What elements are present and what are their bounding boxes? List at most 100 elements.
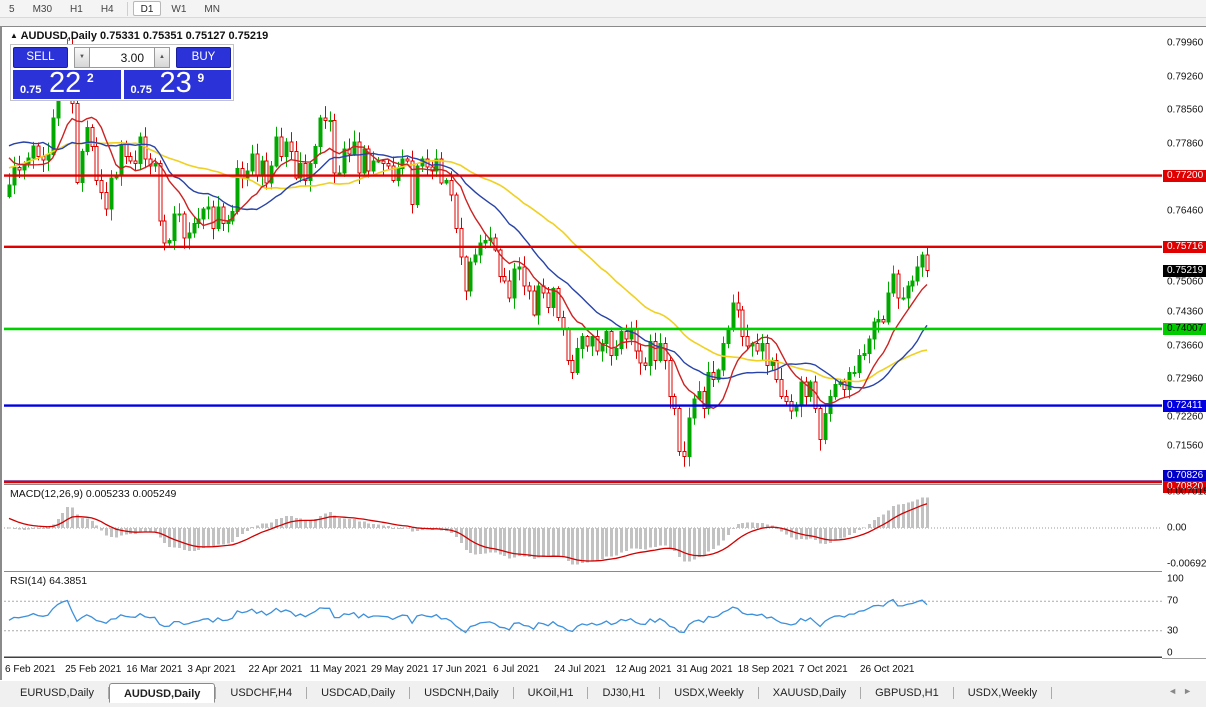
macd-axis-label: 0.00 xyxy=(1167,522,1187,534)
sell-price-display[interactable]: 0.75 22 2 xyxy=(13,67,121,99)
chart-tab-dj30-h1[interactable]: DJ30,H1 xyxy=(602,687,646,699)
price-axis-label: 0.78560 xyxy=(1167,104,1204,116)
price-axis-label: 0.72960 xyxy=(1167,373,1204,385)
rsi-axis-label: 30 xyxy=(1167,625,1179,637)
price-axis-label: 0.75060 xyxy=(1167,276,1204,288)
price-chart-canvas[interactable] xyxy=(2,27,1206,681)
collapse-arrow-icon[interactable]: ▲ xyxy=(10,31,18,40)
tab-separator xyxy=(409,687,411,699)
date-axis-label: 17 Jun 2021 xyxy=(431,664,488,675)
tab-separator xyxy=(587,687,589,699)
date-axis: 6 Feb 2021 25 Feb 2021 16 Mar 2021 3 Apr 20… xyxy=(2,658,1162,681)
date-axis-label: 6 Jul 2021 xyxy=(493,664,540,675)
tab-separator xyxy=(659,687,661,699)
timeframe-button-h1[interactable]: H1 xyxy=(70,4,83,15)
sell-button[interactable]: SELL xyxy=(13,47,68,68)
timeframe-button-w1[interactable]: W1 xyxy=(171,4,187,15)
sell-price-pips: 22 xyxy=(49,67,82,99)
date-axis-label: 25 Feb 2021 xyxy=(65,664,122,675)
date-axis-label: 7 Oct 2021 xyxy=(798,664,848,675)
chart-tab-usdcad-daily[interactable]: USDCAD,Daily xyxy=(321,687,396,699)
chart-title: ▲ AUDUSD,Daily 0.75331 0.75351 0.75127 0… xyxy=(10,30,268,42)
chart-tab-usdchf-h4[interactable]: USDCHF,H4 xyxy=(230,687,293,699)
price-axis-label: 0.71560 xyxy=(1167,440,1204,452)
rsi-axis-label: 0 xyxy=(1167,647,1173,659)
date-axis-label: 16 Mar 2021 xyxy=(126,664,183,675)
chart-symbol-label: AUDUSD,Daily xyxy=(20,30,97,42)
chart-tab-usdcnh-daily[interactable]: USDCNH,Daily xyxy=(424,687,499,699)
price-axis-label: 0.73660 xyxy=(1167,340,1204,352)
tab-scroll-right-icon[interactable]: ► xyxy=(1183,686,1198,696)
price-level-tag: 0.72411 xyxy=(1163,399,1206,412)
date-axis-label: 3 Apr 2021 xyxy=(187,664,236,675)
price-axis-label: 0.77860 xyxy=(1167,138,1204,150)
timeframe-button-5[interactable]: 5 xyxy=(9,4,15,15)
tab-separator xyxy=(952,687,954,699)
tab-separator xyxy=(860,687,862,699)
price-level-tag: 0.70820 xyxy=(1163,481,1206,494)
date-axis-label: 11 May 2021 xyxy=(309,664,367,675)
timeframe-button-h4[interactable]: H4 xyxy=(100,4,114,15)
buy-button[interactable]: BUY xyxy=(176,47,231,68)
macd-axis-label: -0.00692 xyxy=(1167,558,1206,570)
rsi-axis-label: 70 xyxy=(1167,595,1179,607)
chart-tab-xauusd-daily[interactable]: XAUUSD,Daily xyxy=(772,687,847,699)
chart-tabs: EURUSD,Daily AUDUSD,Daily USDCHF,H4 USDCAD,… xyxy=(6,683,1053,703)
tab-separator xyxy=(512,687,514,699)
buy-price-pips: 23 xyxy=(159,67,192,99)
price-level-tag: 0.75219 xyxy=(1163,264,1206,277)
sell-price-point: 2 xyxy=(87,71,94,85)
chart-tab-gbpusd-h1[interactable]: GBPUSD,H1 xyxy=(875,687,939,699)
volume-increase-button[interactable]: ▲ xyxy=(154,47,170,68)
spin-up-icon: ▲ xyxy=(159,54,165,60)
tab-scroll-left-icon[interactable]: ◄ xyxy=(1168,686,1184,696)
date-axis-label: 12 Aug 2021 xyxy=(615,664,672,675)
price-axis-label: 0.79260 xyxy=(1167,71,1204,83)
tab-separator xyxy=(306,687,308,699)
chart-tab-eurusd-daily[interactable]: EURUSD,Daily xyxy=(20,687,94,699)
chart-tab-ukoil-h1[interactable]: UKOil,H1 xyxy=(527,687,574,699)
sell-price-base: 0.75 xyxy=(20,84,42,96)
chart-tab-usdx-weekly[interactable]: USDX,Weekly xyxy=(967,687,1038,699)
price-level-tag: 0.70826 xyxy=(1163,470,1206,483)
buy-price-display[interactable]: 0.75 23 9 xyxy=(123,67,231,99)
price-axis-label: 0.74360 xyxy=(1167,306,1204,318)
price-level-tag: 0.74007 xyxy=(1163,322,1206,335)
tab-scroll-arrows: ◄► xyxy=(1168,686,1198,696)
timeframe-button-m30[interactable]: M30 xyxy=(32,4,53,15)
tab-separator xyxy=(215,687,217,699)
buy-price-base: 0.75 xyxy=(130,84,152,96)
date-axis-label: 31 Aug 2021 xyxy=(676,664,733,675)
chart-ohlc-values: 0.75331 0.75351 0.75127 0.75219 xyxy=(100,30,269,42)
chart-tab-usdx-weekly[interactable]: USDX,Weekly xyxy=(674,687,744,699)
macd-indicator-label: MACD(12,26,9) 0.005233 0.005249 xyxy=(10,488,177,500)
price-axis-label: 0.76460 xyxy=(1167,205,1204,217)
volume-decrease-button[interactable]: ▼ xyxy=(74,47,90,68)
timeframe-toolbar: 5 M30 H1 H4 D1 W1 MN xyxy=(0,0,1206,18)
date-axis-label: 24 Jul 2021 xyxy=(554,664,606,675)
chart-tab-audusd-daily[interactable]: AUDUSD,Daily xyxy=(108,683,216,703)
price-level-tag: 0.77200 xyxy=(1163,169,1206,182)
date-axis-label: 6 Feb 2021 xyxy=(5,664,56,675)
one-click-trade-panel: SELL ▼ ▲ BUY 0.75 22 2 0.75 xyxy=(10,44,234,101)
date-axis-label: 29 May 2021 xyxy=(370,664,429,675)
price-level-tag: 0.75716 xyxy=(1163,240,1206,253)
toolbar-separator xyxy=(126,1,128,16)
volume-input[interactable] xyxy=(90,47,154,68)
chart-window: ▲ AUDUSD,Daily 0.75331 0.75351 0.75127 0… xyxy=(0,26,1206,681)
tab-separator xyxy=(107,687,109,699)
date-axis-label: 18 Sep 2021 xyxy=(737,664,795,675)
timeframe-button-d1[interactable]: D1 xyxy=(132,1,162,16)
date-axis-label: 26 Oct 2021 xyxy=(859,664,915,675)
tab-separator xyxy=(1051,687,1053,699)
timeframe-button-mn[interactable]: MN xyxy=(204,4,220,15)
rsi-axis-label: 100 xyxy=(1167,573,1184,585)
chart-tab-bar: EURUSD,Daily AUDUSD,Daily USDCHF,H4 USDCAD,… xyxy=(0,680,1206,707)
tab-separator xyxy=(757,687,759,699)
buy-price-point: 9 xyxy=(197,71,205,85)
rsi-indicator-label: RSI(14) 64.3851 xyxy=(10,575,88,587)
macd-axis-label: 0.007015 xyxy=(1167,486,1206,498)
price-axis: 0.79960 0.79260 0.78560 0.77860 0.76460 0.750… xyxy=(1162,27,1206,659)
price-axis-label: 0.79960 xyxy=(1167,37,1204,49)
